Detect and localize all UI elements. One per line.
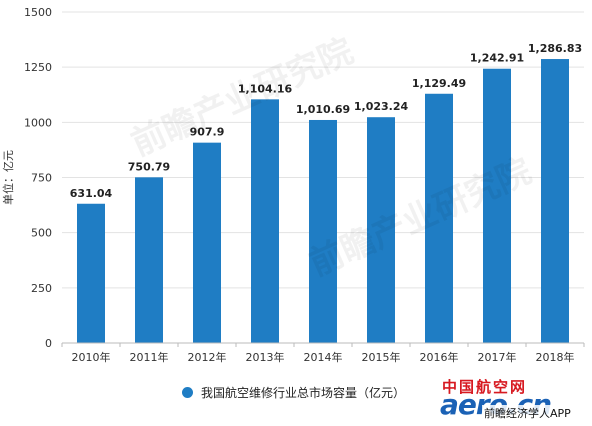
y-tick-label-3: 750: [31, 172, 52, 185]
legend: 我国航空维修行业总市场容量（亿元）: [182, 383, 405, 401]
bar-4: [309, 119, 337, 344]
y-axis-ticks: 0 250 500 750 1000 1250 1500: [24, 6, 52, 350]
x-tick-label-0: 2010年: [72, 350, 111, 364]
y-tick-label-4: 1000: [24, 116, 52, 129]
x-axis-ticks: 2010年 2011年 2012年 2013年 2014年 2015年 2016年 2017年…: [61, 343, 585, 364]
data-label-5: 1,023.24: [354, 100, 409, 113]
bar-2: [193, 142, 221, 343]
data-label-3: 1,104.16: [238, 82, 293, 95]
legend-label: 我国航空维修行业总市场容量（亿元）: [201, 385, 406, 400]
x-tick-label-4: 2014年: [304, 350, 343, 364]
y-tick-label-2: 500: [31, 227, 52, 240]
data-label-4: 1,010.69: [296, 103, 350, 116]
data-label-7: 1,242.91: [470, 52, 524, 65]
y-tick-label-6: 1500: [24, 6, 52, 19]
x-tick-label-8: 2018年: [536, 350, 575, 364]
brand-cn-text: 中国航空网: [442, 378, 528, 396]
data-label-8: 1,286.83: [528, 42, 582, 55]
x-tick-label-5: 2015年: [362, 350, 401, 364]
data-labels: 631.04 750.79 907.9 1,104.161,010.69 1,023.2…: [70, 42, 582, 200]
x-tick-label-1: 2011年: [130, 350, 169, 364]
bar-7: [483, 68, 511, 343]
y-tick-label-0: 0: [45, 337, 52, 350]
x-tick-label-3: 2013年: [246, 350, 285, 364]
brand-app-text: 前瞻经济学人APP: [482, 405, 573, 421]
bar-series: [77, 59, 569, 344]
y-tick-label-5: 1250: [24, 61, 52, 74]
bar-6: [425, 93, 453, 343]
bar-5: [367, 117, 395, 343]
legend-marker: [182, 386, 193, 398]
x-tick-label-2: 2012年: [188, 350, 227, 364]
data-label-6: 1,129.49: [412, 77, 466, 90]
x-tick-label-7: 2017年: [478, 350, 517, 364]
x-tick-label-6: 2016年: [420, 350, 459, 364]
bar-8: [541, 59, 569, 343]
data-label-1: 750.79: [128, 160, 170, 173]
y-tick-label-1: 250: [31, 282, 52, 295]
brand-logo: 中国航空网 aero.cn 前瞻经济学人APP: [438, 376, 588, 422]
bar-0: [77, 203, 105, 343]
y-axis-label: 单位：亿元: [1, 150, 15, 205]
bar-1: [135, 177, 163, 343]
bar-3: [251, 99, 279, 343]
data-label-2: 907.9: [190, 126, 225, 139]
data-label-0: 631.04: [70, 187, 113, 200]
